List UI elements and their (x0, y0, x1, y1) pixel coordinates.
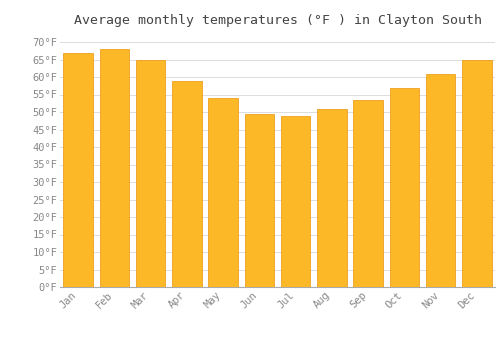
Bar (462, 60, 492, 287)
Bar (172, 80, 202, 287)
Bar (281, 116, 310, 287)
Bar (100, 49, 129, 287)
Bar (426, 74, 456, 287)
Bar (317, 108, 346, 287)
Bar (244, 114, 274, 287)
Bar (354, 100, 383, 287)
Bar (390, 88, 419, 287)
Bar (64, 52, 93, 287)
Bar (208, 98, 238, 287)
Bar (136, 60, 166, 287)
Title: Average monthly temperatures (°F ) in Clayton South: Average monthly temperatures (°F ) in Cl… (74, 14, 482, 27)
